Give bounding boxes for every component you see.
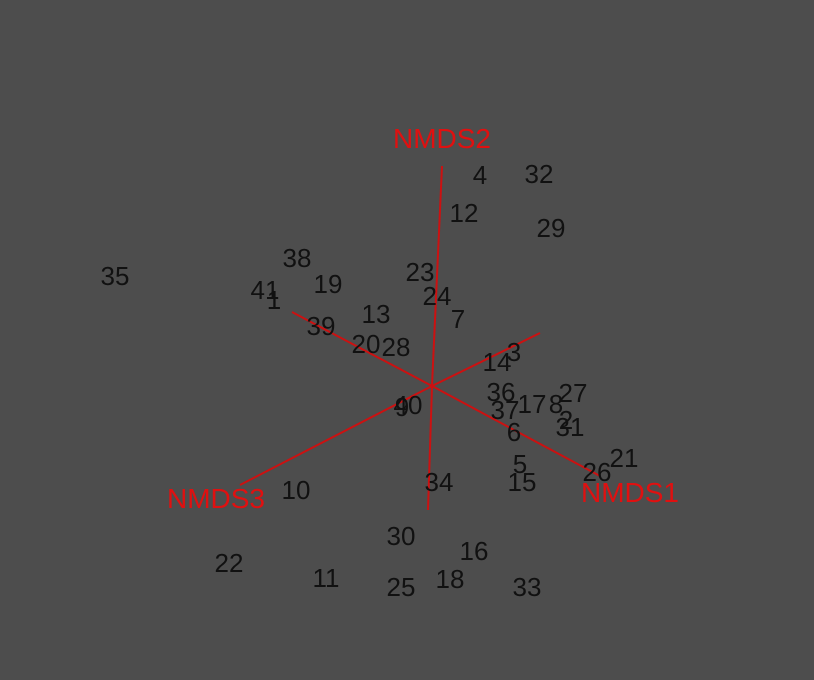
- point-label-33: 33: [513, 572, 542, 602]
- point-label-26: 26: [583, 457, 612, 487]
- point-label-28: 28: [382, 332, 411, 362]
- point-label-37: 37: [491, 395, 520, 425]
- point-label-8: 8: [549, 389, 563, 419]
- point-label-13: 13: [362, 299, 391, 329]
- axis-line-nmds2-neg: [427, 385, 433, 511]
- point-label-6: 6: [507, 417, 521, 447]
- point-label-9: 9: [395, 392, 409, 422]
- point-label-15: 15: [508, 467, 537, 497]
- axis-line-nmds1-neg: [291, 311, 433, 387]
- axis-line-nmds2: [431, 165, 443, 387]
- point-label-32: 32: [525, 159, 554, 189]
- point-label-36: 36: [487, 377, 516, 407]
- point-label-31: 31: [556, 412, 585, 442]
- point-label-35: 35: [101, 261, 130, 291]
- point-label-3: 3: [507, 337, 521, 367]
- point-label-29: 29: [537, 213, 566, 243]
- point-label-16: 16: [460, 536, 489, 566]
- point-label-22: 22: [215, 548, 244, 578]
- point-label-7: 7: [451, 304, 465, 334]
- point-label-17: 17: [518, 389, 547, 419]
- point-label-14: 14: [483, 347, 512, 377]
- point-label-11: 11: [313, 563, 340, 593]
- axis-label-nmds2: NMDS2: [393, 123, 491, 154]
- point-label-34: 34: [425, 467, 454, 497]
- point-label-10: 10: [282, 475, 311, 505]
- axis-line-nmds3: [239, 385, 433, 486]
- point-label-23: 23: [406, 257, 435, 287]
- point-label-19: 19: [314, 269, 343, 299]
- point-label-2: 2: [559, 405, 573, 435]
- point-label-1: 1: [267, 285, 281, 315]
- point-label-5: 5: [513, 449, 527, 479]
- axis-label-nmds3: NMDS3: [167, 483, 265, 514]
- axis-label-nmds1: NMDS1: [581, 477, 679, 508]
- point-label-30: 30: [387, 521, 416, 551]
- point-label-20: 20: [352, 329, 381, 359]
- point-label-41: 41: [251, 275, 280, 305]
- point-label-40: 40: [394, 390, 423, 420]
- axis-line-nmds3-neg: [431, 332, 541, 387]
- axes-group: NMDS1 NMDS2 NMDS3: [167, 123, 679, 514]
- point-label-25: 25: [387, 572, 416, 602]
- point-label-38: 38: [283, 243, 312, 273]
- point-label-24: 24: [423, 281, 452, 311]
- axis-line-nmds1: [431, 385, 601, 477]
- point-label-4: 4: [473, 160, 487, 190]
- point-label-12: 12: [450, 198, 479, 228]
- point-label-27: 27: [559, 378, 588, 408]
- point-label-39: 39: [307, 311, 336, 341]
- points-group: 1234567891011121314151617181920212223242…: [101, 159, 639, 602]
- point-label-18: 18: [436, 564, 465, 594]
- point-label-21: 21: [610, 443, 639, 473]
